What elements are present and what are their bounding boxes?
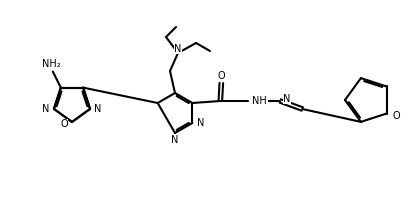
Text: N: N bbox=[171, 135, 179, 145]
Text: NH₂: NH₂ bbox=[42, 59, 60, 69]
Text: O: O bbox=[393, 110, 400, 120]
Text: O: O bbox=[60, 119, 68, 129]
Text: N: N bbox=[94, 104, 102, 114]
Text: O: O bbox=[218, 71, 225, 81]
Text: NH: NH bbox=[253, 96, 267, 106]
Text: N: N bbox=[197, 118, 205, 128]
Text: N: N bbox=[283, 94, 291, 104]
Text: N: N bbox=[42, 104, 49, 114]
Text: N: N bbox=[174, 44, 182, 54]
